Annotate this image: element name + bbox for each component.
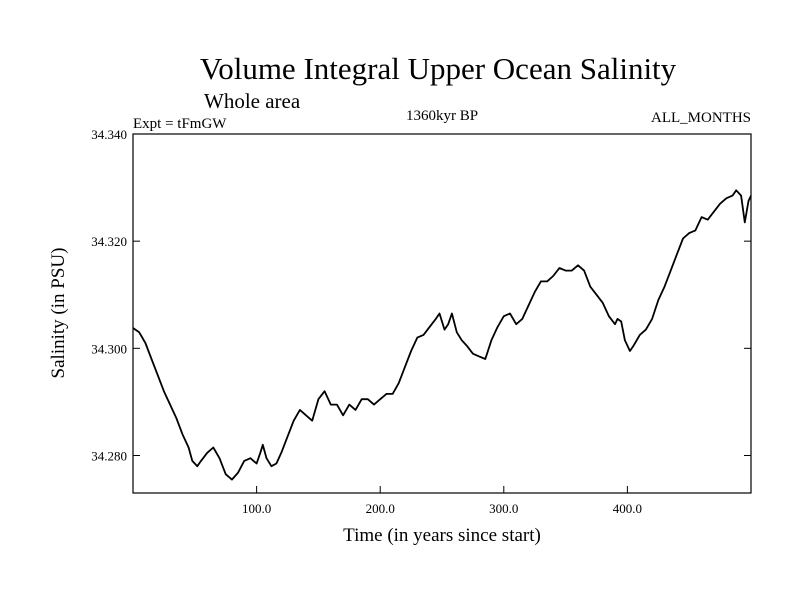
x-axis-label: Time (in years since start): [343, 525, 541, 546]
x-tick-label: 100.0: [242, 501, 271, 516]
chart-title: Volume Integral Upper Ocean Salinity: [200, 51, 677, 86]
months-label: ALL_MONTHS: [651, 110, 751, 126]
y-axis-label: Salinity (in PSU): [48, 248, 69, 379]
experiment-label: Expt = tFmGW: [133, 116, 227, 132]
y-tick-label: 34.280: [91, 448, 127, 463]
y-tick-label: 34.340: [91, 127, 127, 142]
x-tick-label: 400.0: [613, 501, 642, 516]
plot-frame: [132, 133, 752, 494]
y-tick-label: 34.300: [91, 341, 127, 356]
salinity-series-line: [132, 189, 752, 481]
x-axis-ticks: 100.0 200.0 300.0 400.0: [242, 486, 642, 516]
period-label: 1360kyr BP: [406, 108, 478, 124]
x-tick-label: 300.0: [489, 501, 518, 516]
y-tick-label: 34.320: [91, 234, 127, 249]
x-tick-label: 200.0: [366, 501, 395, 516]
y-axis-ticks: 34.280 34.300 34.320 34.340: [91, 127, 751, 463]
chart-subtitle: Whole area: [204, 89, 301, 113]
